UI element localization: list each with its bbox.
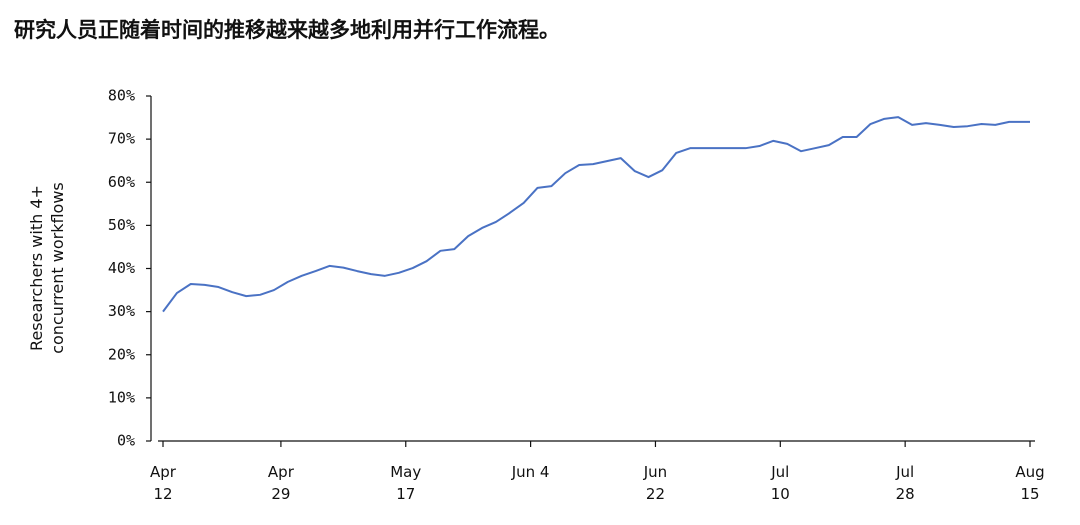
y-tick-label: 70% [108,130,135,148]
data-line [162,116,1030,313]
y-tick-label: 60% [108,173,135,191]
y-tick-label: 30% [108,302,135,320]
y-tick-label: 0% [117,432,135,450]
x-tick-label: Jun 22 [643,463,668,503]
y-tick-label: 10% [108,388,135,406]
x-tick-label: May 17 [390,463,422,503]
y-tick-label: 20% [108,345,135,363]
y-tick-label: 80% [108,87,135,105]
x-tick-label: Jun 4 [511,463,550,481]
x-tick-label: Apr 12 [150,463,176,503]
x-tick-label: Apr 29 [267,463,294,503]
y-tick-label: 40% [108,259,135,277]
x-tick-label: Jul 10 [770,463,790,503]
x-tick-label: Jul 28 [895,463,915,503]
y-tick-label: 50% [108,216,135,234]
x-tick-label: Aug 15 [1015,463,1045,503]
chart-title: 研究人员正随着时间的推移越来越多地利用并行工作流程。 [14,18,560,42]
